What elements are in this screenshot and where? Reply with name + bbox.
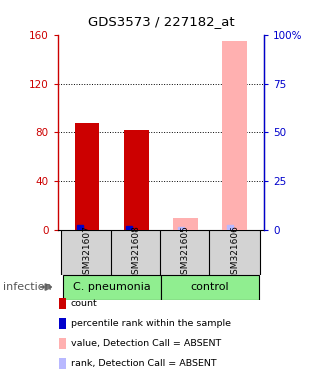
Bar (161, 275, 259, 300)
Bar (61, 230, 113, 275)
Text: control: control (191, 282, 229, 292)
Bar (59, 338, 66, 349)
Text: GSM321606: GSM321606 (230, 225, 239, 280)
Bar (111, 230, 162, 275)
Text: rank, Detection Call = ABSENT: rank, Detection Call = ABSENT (71, 359, 216, 368)
Bar (160, 230, 211, 275)
Text: C. pneumonia: C. pneumonia (73, 282, 150, 292)
Text: GSM321607: GSM321607 (83, 225, 92, 280)
Bar (222, 41, 247, 230)
Text: count: count (71, 299, 98, 308)
Text: GDS3573 / 227182_at: GDS3573 / 227182_at (88, 15, 235, 28)
Bar (63, 275, 161, 300)
Text: infection: infection (3, 282, 52, 292)
Bar (173, 218, 198, 230)
Bar (209, 230, 260, 275)
Bar (59, 298, 66, 309)
Bar (75, 123, 99, 230)
Bar (124, 130, 148, 230)
Text: GSM321605: GSM321605 (181, 225, 190, 280)
Bar (59, 318, 66, 329)
Text: GSM321608: GSM321608 (132, 225, 141, 280)
Bar (59, 358, 66, 369)
Text: percentile rank within the sample: percentile rank within the sample (71, 319, 231, 328)
Text: value, Detection Call = ABSENT: value, Detection Call = ABSENT (71, 339, 221, 348)
